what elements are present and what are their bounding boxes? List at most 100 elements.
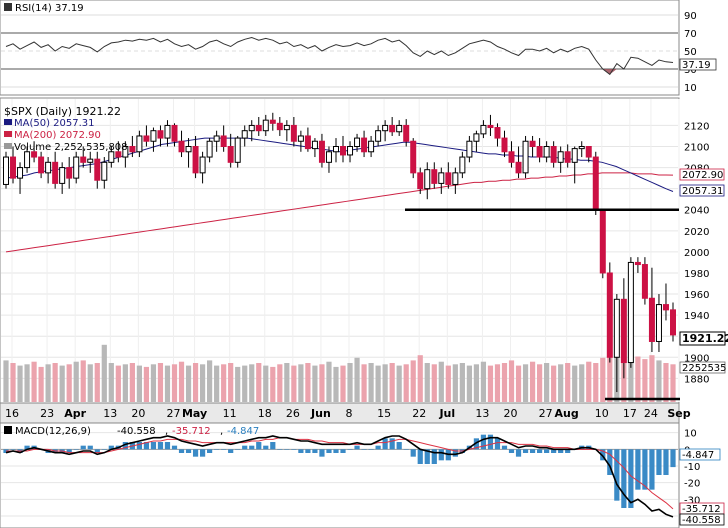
volume-bar <box>305 363 311 402</box>
macd-histogram-bar <box>347 449 353 450</box>
date-tick-label: 13 <box>475 407 489 420</box>
macd-histogram-bar <box>396 442 402 450</box>
volume-bar <box>515 365 522 402</box>
price-tick-label: 1960 <box>684 290 709 301</box>
volume-bar <box>487 365 494 402</box>
date-tick-label: 8 <box>346 407 353 420</box>
macd-histogram-bar <box>326 449 332 453</box>
macd-histogram-bar <box>291 449 297 450</box>
rsi-line <box>5 36 674 76</box>
macd-histogram-bar <box>312 449 318 453</box>
ma200-line <box>5 172 674 253</box>
macd-histogram-bar <box>473 438 480 450</box>
macd-histogram-bar <box>164 442 171 450</box>
volume-bar <box>263 365 269 402</box>
volume-bar <box>340 365 346 402</box>
candle-body <box>332 146 339 153</box>
volume-bar <box>207 360 213 402</box>
macd-histogram-bar <box>157 442 164 450</box>
volume-bar <box>459 363 465 402</box>
volume-bar <box>214 365 220 402</box>
candle-body <box>171 124 178 142</box>
macd-histogram-bar <box>410 449 416 457</box>
volume-bar <box>66 364 72 402</box>
volume-bar <box>115 365 121 402</box>
date-tick-label: May <box>182 407 207 420</box>
volume-bar <box>635 356 641 402</box>
candle-body <box>494 127 501 139</box>
rsi-series <box>1 14 678 88</box>
ma200-value-tag: 2072.90 <box>679 168 725 181</box>
date-tick-label: 13 <box>103 407 117 420</box>
macd-histogram-bar <box>10 449 16 450</box>
volume-bar <box>579 364 585 402</box>
candle-body <box>662 304 669 311</box>
price-tick-label: 2100 <box>684 143 709 154</box>
candle-body <box>45 161 52 174</box>
symbol-legend-label: $SPX (Daily) 1921.22 <box>4 105 121 118</box>
macd-histogram-bar <box>515 449 522 457</box>
date-tick-label: 16 <box>5 407 19 420</box>
macd-histogram-bar <box>298 449 304 453</box>
price-tick-label: 1900 <box>684 353 709 364</box>
volume-bar <box>572 365 578 402</box>
candle-body <box>655 304 662 342</box>
macd-histogram-bar <box>368 449 374 450</box>
rsi-legend-swatch <box>4 3 12 11</box>
macd-histogram-bar <box>628 449 634 508</box>
volume-bar <box>235 366 241 402</box>
macd-histogram-bar <box>221 449 227 450</box>
volume-bar <box>649 355 655 402</box>
volume-bar <box>586 361 592 402</box>
candle-body <box>648 297 655 342</box>
candle-body <box>536 146 543 158</box>
candle-body <box>325 151 332 163</box>
date-tick-label: 26 <box>286 407 300 420</box>
rsi-oversold-fill <box>602 69 617 75</box>
volume-bar <box>410 360 416 402</box>
volume-bar <box>228 363 234 402</box>
macd-histogram-bar <box>108 445 114 450</box>
candle-body <box>290 124 297 142</box>
rsi-legend-label: RSI(14) 37.19 <box>15 3 84 14</box>
candle-body <box>592 156 599 211</box>
candle-body <box>101 161 108 181</box>
candle-body <box>52 161 59 184</box>
macd-histogram-bar <box>242 445 248 450</box>
candle-body <box>501 137 508 153</box>
candle-body <box>340 146 347 156</box>
volume-bar <box>361 364 367 402</box>
macd-histogram-bar <box>73 449 79 450</box>
volume-bar <box>256 363 262 402</box>
volume-value-tag: 2252535 <box>679 361 727 374</box>
volume-bar <box>73 361 79 402</box>
macd-histogram-bar <box>607 449 613 475</box>
volume-bar <box>537 364 543 402</box>
candle-body <box>248 124 255 132</box>
macd-histogram-bar <box>228 449 234 453</box>
macd-histogram-bar <box>621 449 627 508</box>
price-panel <box>0 97 680 404</box>
volume-bar <box>17 365 23 402</box>
macd-hist-value-tag: -4.847 <box>679 448 721 461</box>
volume-bars <box>3 344 676 402</box>
volume-bar <box>522 364 529 402</box>
macd-histogram-bar <box>150 442 157 450</box>
candle-body <box>466 140 473 158</box>
volume-bar <box>80 360 86 402</box>
macd-histogram-bar <box>277 449 283 450</box>
macd-histogram-bar <box>361 449 367 450</box>
candle-body <box>10 156 17 179</box>
macd-histogram-bar <box>670 449 676 468</box>
candle-body <box>571 148 578 163</box>
macd-histogram-bar <box>642 449 648 490</box>
volume-bar <box>3 360 9 402</box>
volume-bar <box>24 364 30 402</box>
macd-line <box>5 435 674 518</box>
candle-body <box>508 151 515 163</box>
macd-histogram-bar <box>284 449 290 450</box>
candle-body <box>431 169 438 184</box>
svg-text:-35.712: -35.712 <box>682 504 721 515</box>
candle-body <box>59 167 66 184</box>
